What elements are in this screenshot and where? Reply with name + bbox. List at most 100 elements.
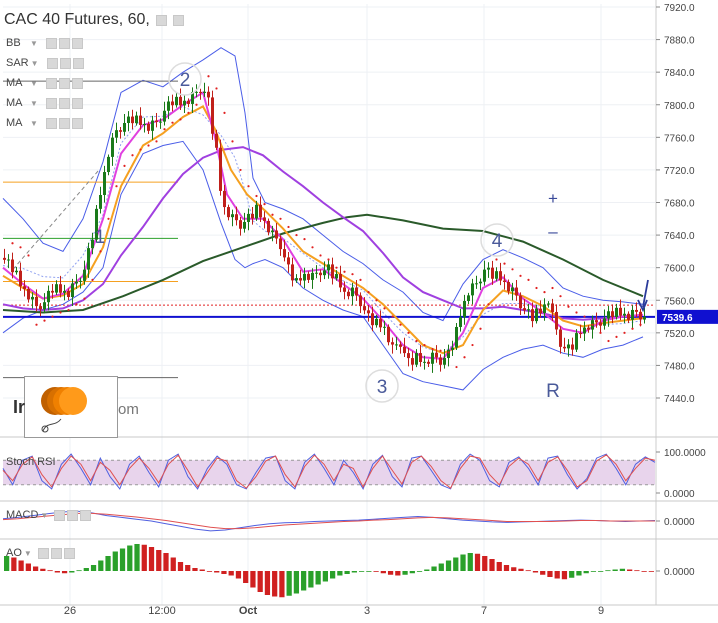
parabolic-sar-dot (139, 148, 142, 151)
ao-bar (416, 571, 423, 572)
indicator-ma-2[interactable]: MA ▼ (6, 97, 83, 109)
gear-icon[interactable] (50, 547, 62, 559)
parabolic-sar-dot (311, 246, 314, 249)
caret-down-icon[interactable]: ▼ (30, 118, 38, 128)
close-icon[interactable] (71, 37, 83, 49)
parabolic-sar-dot (639, 323, 642, 326)
parabolic-sar-dot (615, 335, 618, 339)
candle-body (247, 213, 250, 222)
gear-icon[interactable] (58, 117, 70, 129)
candle-body (267, 220, 270, 233)
candle-body (331, 264, 334, 279)
caret-down-icon[interactable]: ▼ (30, 78, 38, 88)
ao-bar (163, 553, 169, 571)
ao-bar (467, 553, 473, 571)
candle-body (475, 283, 478, 285)
eye-icon[interactable] (45, 117, 57, 129)
ao-bar (301, 571, 307, 591)
close-icon[interactable] (80, 509, 92, 521)
parabolic-sar-dot (623, 331, 626, 334)
subpanel-macd-header[interactable]: MACD ▼ (6, 509, 92, 521)
parabolic-sar-dot (11, 242, 14, 245)
candle-body (435, 352, 438, 358)
ao-bar (243, 571, 249, 583)
gear-icon[interactable] (67, 509, 79, 521)
eye-icon[interactable] (45, 37, 57, 49)
close-icon[interactable] (72, 57, 84, 69)
parabolic-sar-dot (343, 270, 346, 273)
parabolic-sar-dot (375, 299, 378, 302)
ao-bar (525, 570, 531, 572)
parabolic-sar-dot (263, 203, 266, 206)
candle-body (415, 353, 418, 365)
indicator-bb[interactable]: BB ▼ (6, 37, 83, 49)
close-icon[interactable] (63, 547, 75, 559)
parabolic-sar-dot (575, 311, 578, 314)
parabolic-sar-dot (107, 217, 110, 220)
gear-icon[interactable] (58, 97, 70, 109)
ao-bar (373, 571, 379, 572)
candle-body (219, 147, 222, 191)
parabolic-sar-dot (247, 185, 250, 188)
subpanel-stoch-header[interactable]: Stoch RSI (6, 456, 56, 468)
eye-icon[interactable] (54, 509, 66, 521)
ao-bar (619, 568, 626, 571)
candle-body (111, 137, 114, 157)
eye-icon[interactable] (37, 547, 49, 559)
gear-icon[interactable] (59, 57, 71, 69)
bollinger-middle-band (2, 106, 644, 354)
gear-icon[interactable] (58, 77, 70, 89)
caret-down-icon[interactable]: ▼ (30, 98, 38, 108)
candle-body (279, 238, 282, 250)
ao-bar (641, 571, 647, 572)
eye-icon[interactable] (45, 97, 57, 109)
eye-icon[interactable] (45, 77, 57, 89)
ao-bar (272, 571, 278, 597)
price-tick-label: 7560.0 (664, 296, 695, 307)
close-icon[interactable] (71, 77, 83, 89)
gear-icon[interactable] (172, 14, 184, 26)
x-axis-tick-label: 3 (364, 605, 370, 617)
candle-body (463, 301, 466, 318)
indicator-sar[interactable]: SAR ▼ (6, 57, 84, 69)
caret-down-icon[interactable]: ▼ (40, 510, 49, 520)
price-tick-label: 7440.0 (664, 394, 695, 405)
parabolic-sar-dot (35, 323, 38, 326)
close-icon[interactable] (71, 97, 83, 109)
candle-body (159, 121, 162, 123)
ao-bar (590, 571, 597, 572)
indicator-label: MA (6, 77, 23, 89)
parabolic-sar-dot (495, 258, 498, 261)
current-price-badge (657, 309, 718, 324)
eye-icon[interactable] (155, 14, 167, 26)
gear-icon[interactable] (58, 37, 70, 49)
ao-bar (54, 571, 60, 573)
caret-down-icon[interactable]: ▼ (23, 548, 32, 558)
ao-bar (279, 571, 285, 598)
caret-down-icon[interactable]: ▼ (30, 38, 38, 48)
indicator-ma-3[interactable]: MA ▼ (6, 117, 83, 129)
subpanel-ao-header[interactable]: AO ▼ (6, 547, 75, 559)
candle-body (203, 91, 206, 93)
ao-bar (69, 571, 75, 573)
candle-body (63, 290, 66, 293)
main-panel-bg (3, 4, 655, 432)
candle-body (99, 195, 102, 209)
candle-body (395, 344, 398, 346)
wave-label: R (546, 381, 560, 402)
candle-body (51, 290, 54, 293)
parabolic-sar-dot (607, 339, 610, 343)
candle-body (599, 322, 602, 326)
close-icon[interactable] (71, 117, 83, 129)
price-tick-label: 7720.0 (664, 166, 695, 177)
parabolic-sar-dot (99, 250, 102, 253)
macd-tick-label: 0.0000 (664, 517, 695, 528)
indicator-ma-1[interactable]: MA ▼ (6, 77, 83, 89)
eye-icon[interactable] (46, 57, 58, 69)
candle-body (87, 248, 90, 270)
caret-down-icon[interactable]: ▼ (30, 58, 39, 68)
parabolic-sar-dot (463, 356, 466, 359)
candle-body (399, 344, 402, 347)
candle-body (567, 344, 570, 349)
